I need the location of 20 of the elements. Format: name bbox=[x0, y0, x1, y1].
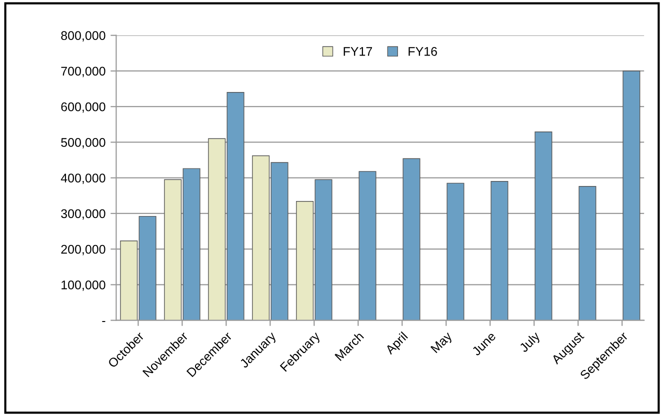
bar bbox=[534, 132, 552, 320]
y-tick-label: - bbox=[102, 321, 106, 322]
y-tick-label: 700,000 bbox=[61, 66, 106, 78]
y-tick-label: 600,000 bbox=[61, 102, 106, 113]
bar bbox=[622, 70, 640, 320]
x-tick-label: July bbox=[518, 330, 542, 355]
bar bbox=[446, 182, 464, 320]
y-tick-label: 200,000 bbox=[61, 244, 106, 256]
bar bbox=[402, 158, 420, 320]
bar bbox=[490, 181, 508, 320]
x-tick-label: May bbox=[430, 331, 454, 355]
bar bbox=[358, 171, 376, 320]
y-tick-label: 300,000 bbox=[61, 209, 106, 220]
legend-label: FY16 bbox=[408, 47, 437, 56]
bar bbox=[578, 186, 596, 320]
legend-label: FY17 bbox=[344, 47, 372, 56]
y-tick-label: 500,000 bbox=[61, 138, 106, 148]
y-tick-label: 100,000 bbox=[62, 280, 106, 291]
y-tick-label: 400,000 bbox=[60, 174, 106, 184]
y-tick-label: 800,000 bbox=[61, 31, 106, 42]
